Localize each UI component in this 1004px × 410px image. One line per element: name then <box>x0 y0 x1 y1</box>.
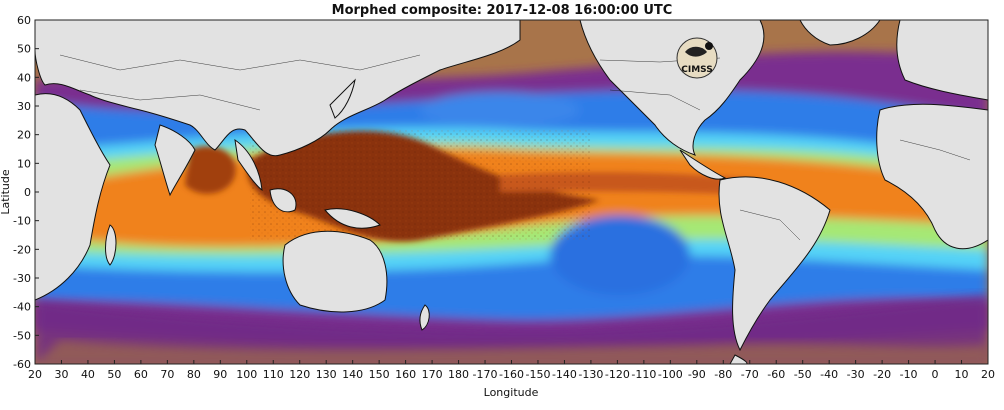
logo-text: CIMSS <box>681 65 712 75</box>
x-tick-label: -90 <box>688 368 706 381</box>
y-tick-label: 30 <box>17 100 31 113</box>
x-tick-label: 40 <box>81 368 95 381</box>
x-tick-label: -30 <box>847 368 865 381</box>
x-tick-label: -160 <box>499 368 524 381</box>
x-tick-label: 50 <box>107 368 121 381</box>
x-tick-label: -80 <box>714 368 732 381</box>
x-tick-label: 10 <box>955 368 969 381</box>
land-greenland <box>799 20 881 46</box>
land-australia <box>282 230 388 313</box>
land-new-guinea <box>324 208 381 229</box>
land-india <box>154 124 196 197</box>
dark-indian <box>185 146 236 194</box>
x-tick-label: 180 <box>448 368 469 381</box>
x-tick-label: 60 <box>134 368 148 381</box>
x-tick-label: -150 <box>525 368 550 381</box>
x-tick-label: -70 <box>741 368 759 381</box>
y-axis-ticks: 60 50 40 30 20 10 0 -10 -20 -30 -40 -50 -60 <box>13 14 39 371</box>
x-tick-label: 20 <box>28 368 42 381</box>
x-tick-label: -10 <box>900 368 918 381</box>
y-tick-label: 50 <box>17 43 31 56</box>
land-africa <box>35 93 111 301</box>
map-field <box>35 20 988 364</box>
cimss-logo: CIMSS <box>676 37 718 79</box>
land-masses <box>35 20 988 364</box>
x-tick-label: -110 <box>631 368 656 381</box>
x-tick-label: 0 <box>932 368 939 381</box>
land-central-america <box>679 149 727 180</box>
land-north-america <box>579 20 765 156</box>
x-tick-label: -100 <box>658 368 683 381</box>
borders <box>59 54 971 241</box>
y-tick-label: -20 <box>13 243 31 256</box>
x-axis-label: Longitude <box>484 386 539 399</box>
x-tick-label: -130 <box>578 368 603 381</box>
x-tick-label: 90 <box>213 368 227 381</box>
y-tick-label: 10 <box>17 157 31 170</box>
dry-southern-ocean <box>35 340 988 364</box>
y-tick-label: -60 <box>13 358 31 371</box>
x-tick-label: 100 <box>236 368 257 381</box>
y-tick-label: 40 <box>17 71 31 84</box>
x-tick-label: 30 <box>54 368 68 381</box>
x-tick-label: -170 <box>473 368 498 381</box>
land-europe-east <box>896 20 988 101</box>
y-axis-label: Latitude <box>0 169 12 215</box>
y-tick-label: 20 <box>17 129 31 142</box>
x-tick-label: 20 <box>981 368 995 381</box>
blue-north-pacific <box>420 92 580 128</box>
y-tick-label: 0 <box>24 186 31 199</box>
x-tick-label: 80 <box>187 368 201 381</box>
x-tick-label: -60 <box>767 368 785 381</box>
x-tick-label: -50 <box>794 368 812 381</box>
x-tick-label: 130 <box>316 368 337 381</box>
y-tick-label: -30 <box>13 272 31 285</box>
y-tick-label: -40 <box>13 301 31 314</box>
x-tick-label: -120 <box>605 368 630 381</box>
land-africa-east <box>876 103 988 250</box>
land-japan <box>329 78 356 119</box>
x-tick-label: 120 <box>289 368 310 381</box>
y-tick-label: -50 <box>13 329 31 342</box>
x-tick-label: 170 <box>422 368 443 381</box>
y-tick-label: 60 <box>17 14 31 27</box>
x-tick-label: 140 <box>342 368 363 381</box>
x-tick-label: -40 <box>820 368 838 381</box>
map-title: Morphed composite: 2017-12-08 16:00:00 U… <box>331 3 673 18</box>
land-madagascar <box>105 224 117 266</box>
land-antarctic-tip <box>729 354 748 364</box>
x-tick-label: 70 <box>160 368 174 381</box>
land-new-zealand <box>419 304 430 331</box>
x-tick-label: 150 <box>369 368 390 381</box>
x-tick-label: 160 <box>395 368 416 381</box>
x-axis-ticks: 20 30 40 50 60 70 80 90 100 110 120 130 140 150 160 170… <box>28 360 995 381</box>
y-tick-label: -10 <box>13 215 31 228</box>
x-tick-label: -140 <box>552 368 577 381</box>
x-tick-label: -20 <box>873 368 891 381</box>
land-eurasia <box>35 20 521 157</box>
land-south-america <box>718 176 831 352</box>
x-tick-label: 110 <box>263 368 284 381</box>
land-indochina <box>234 138 263 192</box>
land-borneo <box>269 188 297 213</box>
